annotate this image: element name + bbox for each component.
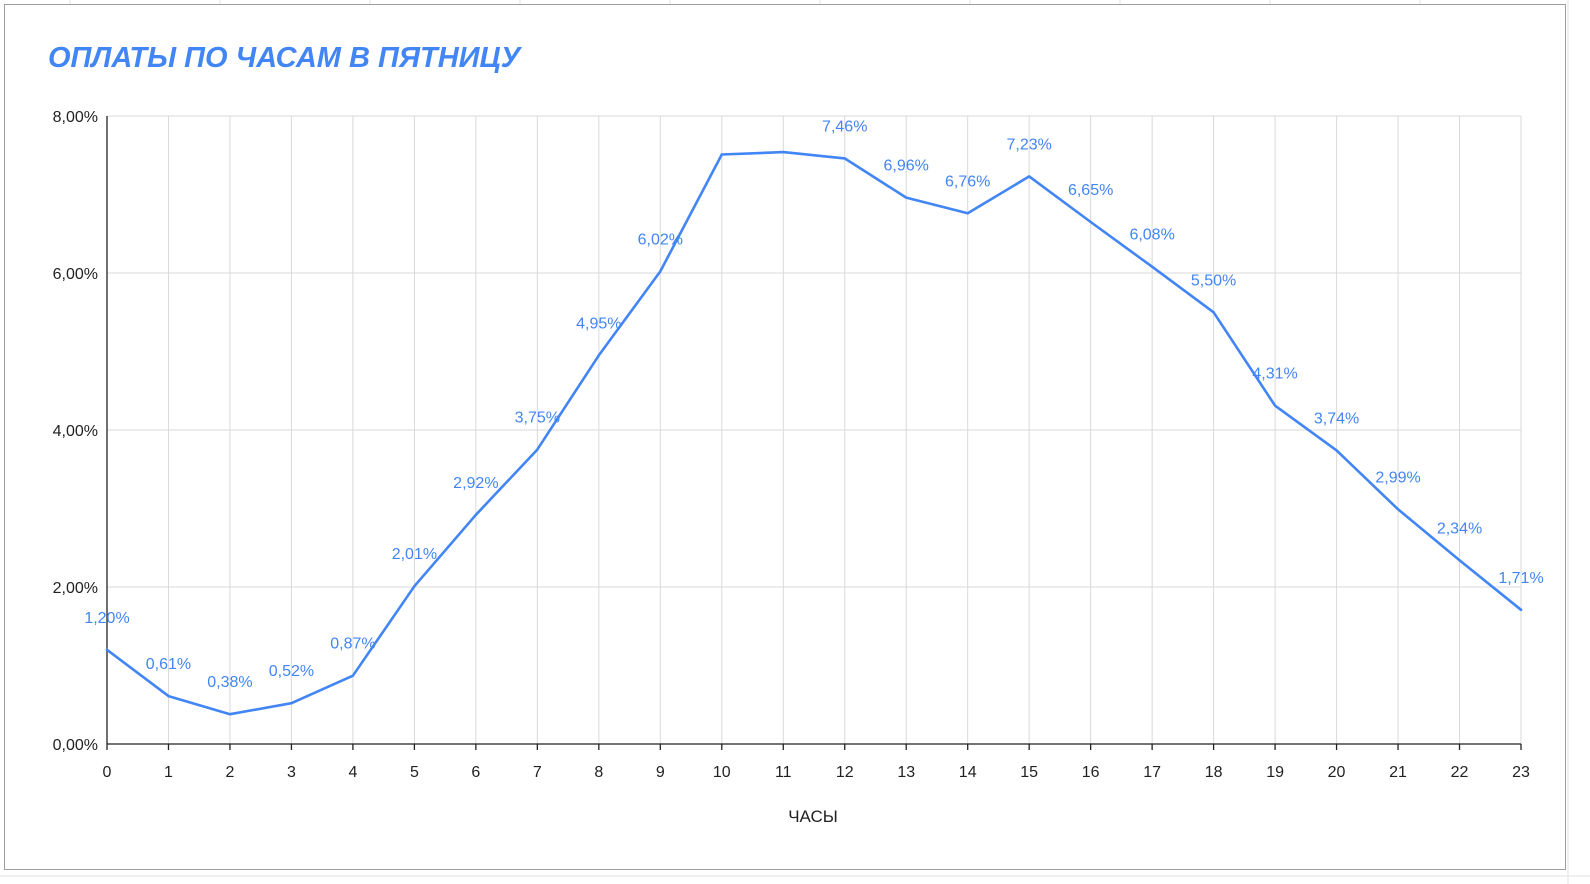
y-tick-label: 8,00% [53, 109, 98, 126]
data-label: 3,75% [515, 410, 560, 427]
y-tick-label: 6,00% [53, 266, 98, 283]
data-point [1027, 175, 1031, 178]
data-point [1089, 220, 1092, 224]
data-point [351, 674, 355, 677]
data-label: 2,92% [453, 475, 498, 492]
x-tick-label: 10 [713, 764, 731, 781]
x-tick-label: 19 [1266, 764, 1284, 781]
data-label: 2,34% [1437, 520, 1482, 537]
x-tick-label: 18 [1205, 764, 1223, 781]
data-point [167, 694, 170, 698]
data-point [413, 585, 416, 588]
data-label: 7,46% [822, 118, 867, 135]
data-label: 2,99% [1375, 469, 1420, 486]
data-label: 0,87% [330, 636, 375, 653]
chart-container[interactable] [4, 4, 1566, 870]
y-axis-tick-labels: 0,00% 2,00% 4,00% 6,00% 8,00% [53, 109, 98, 754]
chart-title: ОПЛАТЫ ПО ЧАСАМ В ПЯТНИЦУ [48, 42, 521, 74]
x-tick-label: 17 [1143, 764, 1161, 781]
data-point [536, 448, 539, 451]
data-label: 1,71% [1498, 570, 1543, 587]
x-tick-label: 22 [1451, 764, 1469, 781]
data-point [1273, 404, 1277, 407]
x-axis-title: ЧАСЫ [788, 807, 838, 826]
data-label: 6,76% [945, 173, 990, 190]
axes [106, 116, 1522, 750]
series-line-group [105, 150, 1523, 716]
x-tick-label: 3 [287, 764, 296, 781]
x-tick-label: 21 [1389, 764, 1407, 781]
gridlines [107, 115, 1522, 744]
y-tick-label: 0,00% [53, 737, 98, 754]
data-point [228, 712, 232, 716]
data-point [105, 648, 109, 651]
x-axis-tick-labels: 0 1 2 3 4 5 6 7 8 9 10 11 12 13 14 15 16 17 18 19 20 21 22 23 [103, 764, 1530, 781]
data-label: 3,74% [1314, 410, 1359, 427]
data-point [597, 354, 601, 357]
data-label: 5,50% [1191, 272, 1236, 289]
data-point [966, 212, 969, 215]
data-point [782, 150, 785, 154]
y-tick-label: 4,00% [53, 423, 98, 440]
data-point [1335, 449, 1338, 452]
data-point [905, 196, 908, 199]
y-tick-label: 2,00% [53, 580, 98, 597]
data-point [843, 157, 846, 160]
data-label: 0,61% [146, 656, 191, 673]
x-tick-label: 8 [594, 764, 603, 781]
x-tick-label: 6 [471, 764, 480, 781]
data-label: 4,31% [1252, 366, 1297, 383]
x-tick-label: 9 [656, 764, 665, 781]
x-tick-label: 0 [103, 764, 112, 781]
data-label: 6,08% [1129, 227, 1174, 244]
series-line [105, 150, 1523, 716]
data-label: 2,01% [392, 546, 437, 563]
x-tick-label: 7 [533, 764, 542, 781]
data-labels: 1,20% 0,61% 0,38% 0,52% 0,87% 2,01% 2,92% 3,75%… [84, 118, 1543, 691]
data-point [659, 270, 662, 273]
data-label: 6,02% [638, 231, 683, 248]
data-point [1212, 311, 1215, 314]
data-label: 4,95% [576, 315, 621, 332]
x-tick-label: 11 [775, 764, 792, 781]
data-point [474, 513, 478, 516]
data-label: 1,20% [84, 610, 129, 627]
data-label: 0,38% [207, 674, 252, 691]
data-point [1150, 265, 1154, 268]
x-tick-label: 13 [897, 764, 915, 781]
x-tick-label: 14 [959, 764, 977, 781]
x-tick-label: 15 [1020, 764, 1038, 781]
x-tick-label: 4 [348, 764, 357, 781]
data-point [1458, 559, 1461, 562]
x-tick-label: 12 [836, 764, 854, 781]
x-tick-label: 16 [1082, 764, 1100, 781]
data-label: 6,96% [884, 158, 929, 175]
data-label: 0,52% [269, 663, 314, 680]
x-tick-label: 23 [1512, 764, 1530, 781]
data-point [290, 701, 293, 705]
x-tick-label: 20 [1328, 764, 1346, 781]
x-tick-label: 2 [226, 764, 235, 781]
data-label: 7,23% [1006, 136, 1051, 153]
x-tick-label: 1 [164, 764, 173, 781]
data-point [720, 153, 723, 156]
data-point [1519, 608, 1523, 611]
x-tick-label: 5 [410, 764, 419, 781]
data-label: 6,65% [1068, 182, 1113, 199]
data-point [1396, 508, 1400, 511]
